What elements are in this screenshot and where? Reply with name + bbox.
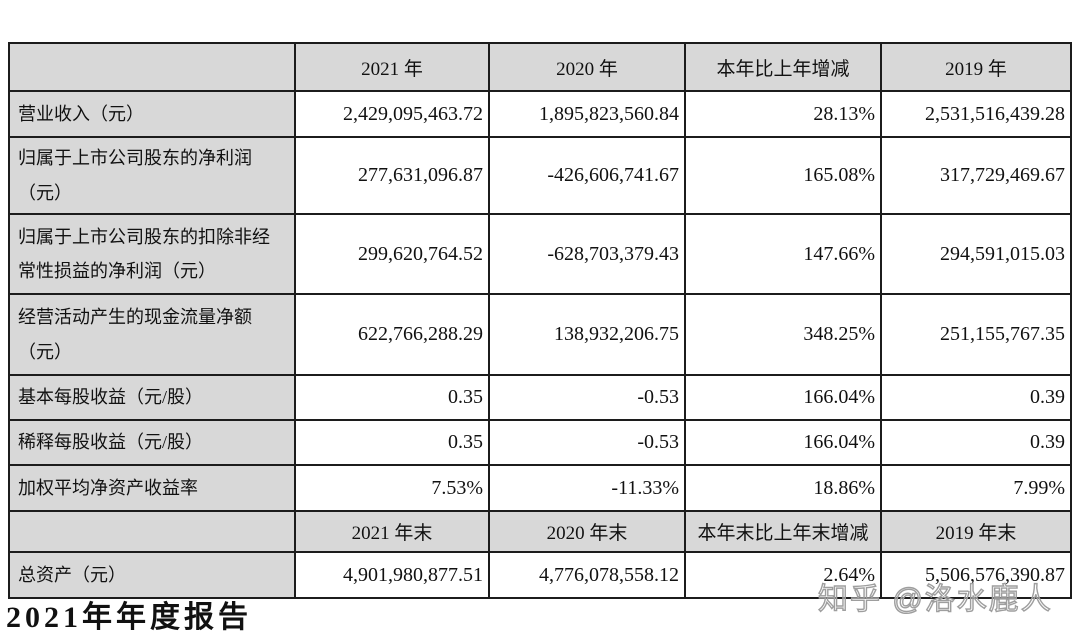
value-yoy: 147.66% (684, 213, 882, 295)
eoy-header-row: 2021 年末 2020 年末 本年末比上年末增减 2019 年末 (8, 510, 1072, 553)
report-footer-title: 2021年年度报告 (6, 601, 252, 634)
value-yoy: 18.86% (684, 464, 882, 512)
table-row-total-assets: 总资产（元） 4,901,980,877.51 4,776,078,558.12… (8, 551, 1072, 599)
value-2019: 5,506,576,390.87 (880, 551, 1072, 599)
value-2019: 294,591,015.03 (880, 213, 1072, 295)
value-2020: 4,776,078,558.12 (488, 551, 686, 599)
value-2021: 299,620,764.52 (294, 213, 490, 295)
value-2021: 0.35 (294, 374, 490, 421)
value-2019: 317,729,469.67 (880, 136, 1072, 215)
value-2019: 7.99% (880, 464, 1072, 512)
value-2021: 622,766,288.29 (294, 293, 490, 376)
value-yoy: 166.04% (684, 419, 882, 466)
value-2019: 251,155,767.35 (880, 293, 1072, 376)
value-2020: -11.33% (488, 464, 686, 512)
value-2020: -628,703,379.43 (488, 213, 686, 295)
row-label: 经营活动产生的现金流量净额（元） (8, 293, 296, 376)
financial-summary-table: 2021 年 2020 年 本年比上年增减 2019 年 营业收入（元） 2,4… (8, 42, 1072, 599)
table-row-basic-eps: 基本每股收益（元/股） 0.35 -0.53 166.04% 0.39 (8, 374, 1072, 421)
table-row-net-profit-excl-nonrecurring: 归属于上市公司股东的扣除非经常性损益的净利润（元） 299,620,764.52… (8, 213, 1072, 295)
blank-corner-cell (8, 42, 296, 92)
column-header-eoy-change: 本年末比上年末增减 (684, 510, 882, 553)
value-2020: -0.53 (488, 374, 686, 421)
table-row-operating-cash-flow: 经营活动产生的现金流量净额（元） 622,766,288.29 138,932,… (8, 293, 1072, 376)
value-2021: 7.53% (294, 464, 490, 512)
row-label: 稀释每股收益（元/股） (8, 419, 296, 466)
table-row-net-profit: 归属于上市公司股东的净利润（元） 277,631,096.87 -426,606… (8, 136, 1072, 215)
blank-corner-cell (8, 510, 296, 553)
table-row-diluted-eps: 稀释每股收益（元/股） 0.35 -0.53 166.04% 0.39 (8, 419, 1072, 466)
value-yoy: 28.13% (684, 90, 882, 138)
row-label: 归属于上市公司股东的净利润（元） (8, 136, 296, 215)
value-2021: 2,429,095,463.72 (294, 90, 490, 138)
value-2020: -426,606,741.67 (488, 136, 686, 215)
column-header-yoy-change: 本年比上年增减 (684, 42, 882, 92)
column-header-2019-eoy: 2019 年末 (880, 510, 1072, 553)
value-2021: 4,901,980,877.51 (294, 551, 490, 599)
table-row-weighted-avg-roe: 加权平均净资产收益率 7.53% -11.33% 18.86% 7.99% (8, 464, 1072, 512)
value-yoy: 166.04% (684, 374, 882, 421)
value-yoy: 165.08% (684, 136, 882, 215)
value-2020: 138,932,206.75 (488, 293, 686, 376)
column-header-2021-eoy: 2021 年末 (294, 510, 490, 553)
value-yoy: 348.25% (684, 293, 882, 376)
annual-header-row: 2021 年 2020 年 本年比上年增减 2019 年 (8, 42, 1072, 92)
row-label: 加权平均净资产收益率 (8, 464, 296, 512)
value-yoy: 2.64% (684, 551, 882, 599)
table-row-revenue: 营业收入（元） 2,429,095,463.72 1,895,823,560.8… (8, 90, 1072, 138)
value-2019: 0.39 (880, 374, 1072, 421)
value-2021: 277,631,096.87 (294, 136, 490, 215)
column-header-2020-eoy: 2020 年末 (488, 510, 686, 553)
row-label: 归属于上市公司股东的扣除非经常性损益的净利润（元） (8, 213, 296, 295)
column-header-2019: 2019 年 (880, 42, 1072, 92)
row-label: 总资产（元） (8, 551, 296, 599)
value-2019: 2,531,516,439.28 (880, 90, 1072, 138)
column-header-2021: 2021 年 (294, 42, 490, 92)
value-2020: 1,895,823,560.84 (488, 90, 686, 138)
column-header-2020: 2020 年 (488, 42, 686, 92)
value-2019: 0.39 (880, 419, 1072, 466)
value-2021: 0.35 (294, 419, 490, 466)
row-label: 营业收入（元） (8, 90, 296, 138)
row-label: 基本每股收益（元/股） (8, 374, 296, 421)
value-2020: -0.53 (488, 419, 686, 466)
